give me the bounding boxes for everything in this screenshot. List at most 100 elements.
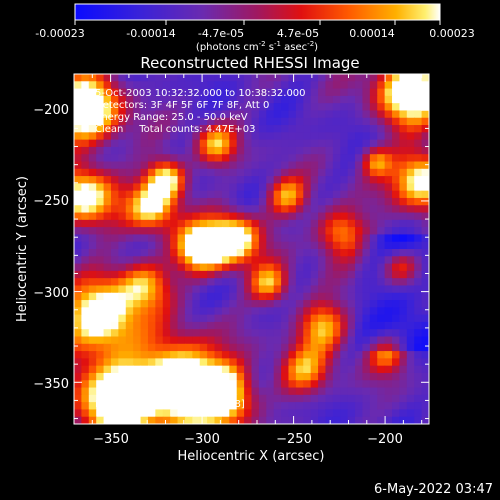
heatmap-cell [244, 343, 253, 352]
heatmap-cell [369, 74, 378, 82]
heatmap-cell [140, 314, 149, 323]
heatmap-cell [251, 103, 260, 112]
heatmap-cell [103, 263, 112, 272]
heatmap-cell [332, 321, 341, 330]
heatmap-image [74, 74, 429, 424]
heatmap-cell [184, 139, 193, 148]
heatmap-cell [162, 372, 171, 381]
heatmap-cell [251, 227, 260, 236]
heatmap-cell [177, 154, 186, 163]
heatmap-cell [332, 249, 341, 257]
heatmap-cell [369, 103, 378, 112]
heatmap-cell [155, 394, 164, 403]
heatmap-cell [362, 409, 371, 418]
heatmap-cell [332, 234, 341, 243]
heatmap-cell [140, 219, 149, 228]
heatmap-cell [266, 263, 275, 272]
heatmap-cell [103, 307, 112, 316]
heatmap-cell [258, 139, 267, 148]
heatmap-cell [362, 146, 371, 155]
heatmap-cell [147, 88, 156, 97]
heatmap-cell [125, 416, 134, 424]
heatmap-cell [207, 234, 216, 243]
heatmap-cell [288, 292, 297, 301]
heatmap-cell [251, 249, 260, 257]
heatmap-cell [273, 161, 282, 170]
heatmap-cell [384, 132, 393, 141]
heatmap-cell [266, 117, 275, 126]
heatmap-cell [96, 256, 105, 265]
heatmap-cell [392, 416, 401, 424]
heatmap-cell [332, 176, 341, 184]
heatmap-cell [125, 103, 134, 112]
heatmap-cell [229, 103, 238, 112]
heatmap-cell [214, 380, 223, 389]
heatmap-cell [74, 263, 82, 272]
heatmap-cell [184, 270, 193, 279]
heatmap-cell [96, 110, 105, 119]
heatmap-cell [414, 270, 423, 279]
heatmap-cell [281, 197, 290, 206]
heatmap-cell [332, 416, 341, 424]
heatmap-cell [332, 292, 341, 301]
heatmap-cell [332, 270, 341, 279]
heatmap-cell [221, 394, 230, 403]
heatmap-cell [347, 321, 356, 330]
heatmap-cell [221, 146, 230, 155]
heatmap-cell [118, 292, 127, 301]
heatmap-cell [81, 329, 90, 338]
heatmap-cell [406, 249, 415, 257]
heatmap-cell [332, 132, 341, 141]
heatmap-cell [340, 146, 349, 155]
heatmap-cell [229, 307, 238, 316]
heatmap-cell [125, 351, 134, 359]
heatmap-cell [162, 256, 171, 265]
heatmap-cell [74, 81, 82, 90]
heatmap-cell [192, 139, 201, 148]
heatmap-cell [362, 343, 371, 352]
heatmap-cell [281, 409, 290, 418]
heatmap-cell [229, 256, 238, 265]
heatmap-cell [355, 372, 364, 381]
heatmap-cell [332, 219, 341, 228]
heatmap-cell [406, 307, 415, 316]
heatmap-cell [310, 365, 319, 374]
heatmap-cell [303, 125, 312, 133]
heatmap-cell [266, 227, 275, 236]
heatmap-cell [281, 278, 290, 287]
heatmap-cell [303, 351, 312, 359]
heatmap-cell [133, 212, 142, 221]
heatmap-cell [162, 343, 171, 352]
heatmap-cell [207, 110, 216, 119]
heatmap-cell [236, 146, 245, 155]
heatmap-cell [340, 154, 349, 163]
heatmap-cell [325, 176, 334, 184]
heatmap-cell [118, 278, 127, 287]
heatmap-cell [288, 300, 297, 308]
heatmap-cell [251, 314, 260, 323]
heatmap-cell [184, 212, 193, 221]
heatmap-cell [295, 212, 304, 221]
heatmap-cell [369, 117, 378, 126]
heatmap-cell [177, 227, 186, 236]
heatmap-cell [236, 74, 245, 82]
heatmap-cell [162, 103, 171, 112]
annotation-detectors: Detectors: 3F 4F 5F 6F 7F 8F, Att 0 [95, 100, 269, 111]
heatmap-cell [118, 117, 127, 126]
heatmap-cell [266, 125, 275, 133]
heatmap-cell [399, 154, 408, 163]
heatmap-cell [384, 321, 393, 330]
heatmap-cell [332, 256, 341, 265]
heatmap-cell [125, 263, 134, 272]
heatmap-cell [377, 234, 386, 243]
heatmap-cell [125, 227, 134, 236]
heatmap-cell [229, 95, 238, 104]
heatmap-cell [214, 234, 223, 243]
heatmap-cell [406, 365, 415, 374]
heatmap-cell [125, 314, 134, 323]
heatmap-cell [347, 336, 356, 345]
heatmap-cell [362, 110, 371, 119]
heatmap-cell [318, 183, 327, 192]
heatmap-cell [133, 95, 142, 104]
heatmap-cell [392, 183, 401, 192]
